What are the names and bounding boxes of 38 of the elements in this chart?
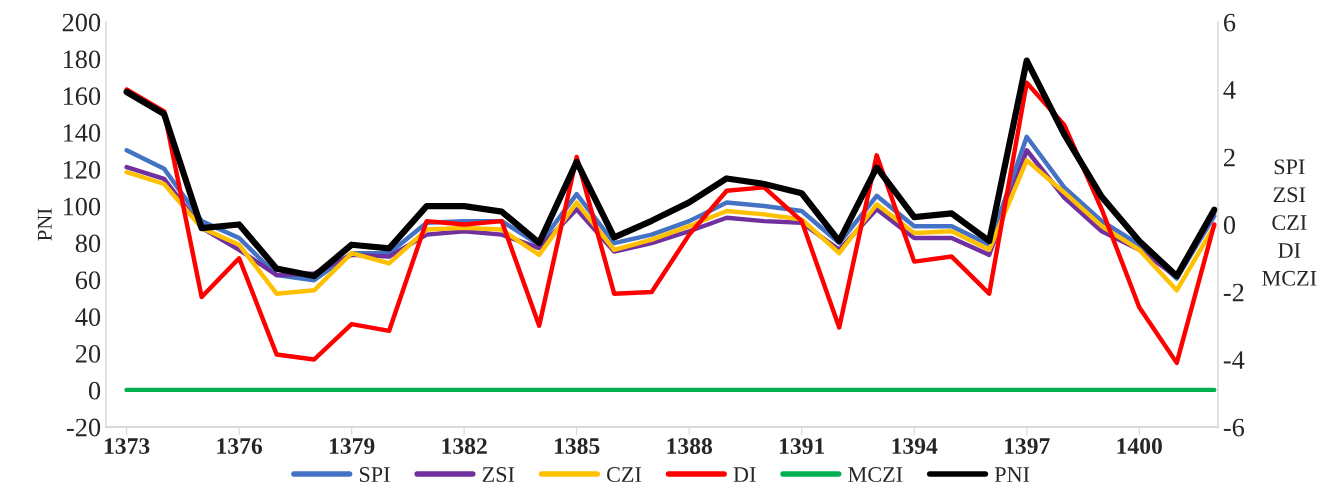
y-tick-label: -20 xyxy=(66,418,101,437)
y2-axis-title: SPI ZSI CZI DI MCZI xyxy=(1262,159,1317,286)
legend-label: DI xyxy=(733,467,756,482)
y-tick-label: 100 xyxy=(63,197,101,216)
line-series xyxy=(124,80,1217,366)
y-axis-title: PNI xyxy=(37,208,52,241)
y2-tick-label: 6 xyxy=(1223,13,1236,32)
x-tick-label: 1400 xyxy=(1117,438,1162,455)
y-tick-label: 140 xyxy=(63,124,101,142)
y-tick-label: 60 xyxy=(75,271,101,290)
x-tick-label: 1379 xyxy=(329,438,375,455)
y2-tick-label: 2 xyxy=(1224,148,1235,167)
legend-label: ZSI xyxy=(482,467,515,483)
y2-tick-label: -4 xyxy=(1223,351,1245,369)
legend-label: SPI xyxy=(359,467,390,483)
legend-label: PNI xyxy=(994,467,1030,482)
y-tick-label: 40 xyxy=(75,308,101,326)
x-tick-label: 1397 xyxy=(1005,438,1050,455)
y-tick-label: 80 xyxy=(75,234,101,253)
y-tick-label: 180 xyxy=(63,50,101,69)
y2-tick-label: 0 xyxy=(1223,216,1236,234)
x-tick-label: 1391 xyxy=(779,438,825,455)
x-tick-label: 1388 xyxy=(667,438,713,455)
y2-tick-label: -6 xyxy=(1223,418,1245,437)
y-tick-label: 0 xyxy=(88,381,101,400)
x-tick-label: 1385 xyxy=(554,438,600,455)
x-tick-label: 1373 xyxy=(104,438,150,455)
legend-label: CZI xyxy=(607,467,642,483)
y-tick-label: 160 xyxy=(63,87,101,106)
x-tick-label: 1394 xyxy=(892,438,938,455)
legend-label: MCZI xyxy=(848,467,903,483)
y-tick-label: 200 xyxy=(62,13,101,32)
x-tick-label: 1376 xyxy=(217,438,263,455)
y2-tick-label: 4 xyxy=(1223,81,1236,99)
y-tick-label: 120 xyxy=(63,160,101,179)
y-tick-label: 20 xyxy=(75,344,101,363)
y2-tick-label: -2 xyxy=(1223,283,1244,302)
x-tick-label: 1382 xyxy=(442,438,487,455)
